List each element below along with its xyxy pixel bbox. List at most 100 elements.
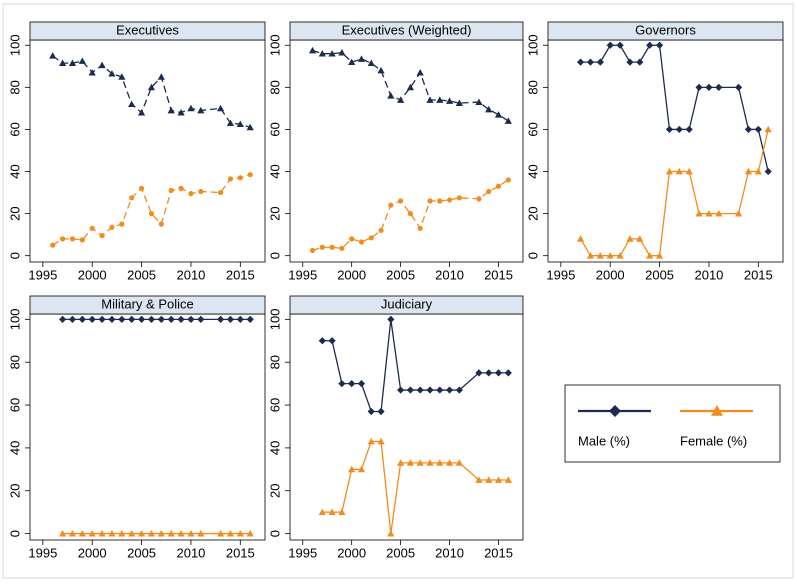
data-point [88, 69, 96, 76]
data-point [328, 508, 336, 516]
data-point [445, 97, 454, 104]
data-point [89, 225, 95, 231]
title-bar [29, 21, 266, 41]
y-tick-label: 80 [525, 80, 540, 94]
data-point [108, 315, 116, 323]
x-tick-label: 2000 [337, 545, 366, 560]
title-bar [289, 295, 524, 315]
panel-title: Governors [635, 22, 696, 37]
x-tick-label: 2015 [484, 267, 513, 282]
data-point [387, 529, 395, 537]
data-point [407, 211, 414, 217]
data-point [504, 476, 512, 483]
x-tick-label: 2010 [435, 267, 464, 282]
x-tick-label: 1995 [546, 267, 575, 282]
data-point [754, 125, 762, 134]
data-point [137, 529, 146, 537]
y-tick-label: 60 [7, 398, 22, 412]
data-point [217, 189, 224, 196]
data-point [367, 59, 375, 67]
data-point [197, 106, 205, 114]
data-point [445, 386, 454, 394]
data-point [495, 183, 502, 189]
data-point [88, 315, 96, 323]
data-point [147, 529, 156, 537]
x-tick-label: 2015 [226, 267, 255, 282]
data-point [357, 465, 366, 473]
data-point [367, 437, 375, 445]
data-point [505, 177, 511, 183]
series-line [312, 49, 509, 122]
data-point [436, 386, 444, 394]
data-point [246, 315, 254, 323]
data-point [338, 380, 346, 388]
data-point [416, 386, 424, 394]
data-point [455, 386, 463, 394]
data-point [68, 59, 77, 67]
data-point [338, 49, 346, 56]
data-point [475, 369, 483, 377]
data-point [328, 337, 336, 345]
plot-frame [289, 39, 524, 263]
data-point [78, 529, 86, 537]
data-point [437, 198, 443, 204]
data-point [168, 187, 174, 194]
data-point [715, 83, 723, 91]
data-point [348, 380, 356, 388]
data-point [357, 380, 366, 388]
data-point [606, 252, 614, 259]
x-tick-label: 2010 [176, 267, 205, 282]
x-tick-label: 2005 [127, 267, 156, 282]
data-point [715, 210, 723, 217]
data-point [416, 69, 424, 76]
legend-marker [609, 405, 621, 417]
data-point [197, 315, 205, 323]
y-tick-label: 20 [267, 483, 282, 497]
data-point [78, 315, 86, 323]
y-tick-label: 80 [267, 80, 282, 94]
data-point [338, 508, 346, 516]
y-tick-label: 40 [267, 441, 282, 455]
data-point [226, 315, 235, 323]
data-point [177, 108, 185, 116]
data-point [377, 437, 385, 445]
data-point [494, 369, 503, 377]
data-point [754, 167, 762, 175]
data-point [357, 55, 366, 62]
data-point [596, 58, 604, 66]
data-point [216, 315, 225, 323]
legend-box [564, 384, 781, 463]
data-point [58, 315, 67, 323]
data-point [59, 236, 66, 242]
data-point [108, 529, 116, 537]
data-point [167, 315, 175, 323]
y-tick-label: 0 [267, 530, 282, 537]
data-point [397, 386, 405, 394]
data-point [586, 252, 595, 259]
data-point [436, 459, 444, 466]
data-point [308, 46, 317, 54]
y-tick-label: 0 [267, 252, 282, 259]
data-point [576, 58, 585, 66]
data-point [764, 125, 772, 133]
y-tick-label: 0 [7, 530, 22, 537]
data-point [485, 105, 493, 113]
x-tick-label: 2015 [226, 545, 255, 560]
data-point [734, 210, 743, 217]
data-point [348, 58, 356, 65]
x-tick-label: 2015 [744, 267, 773, 282]
data-point [655, 252, 664, 259]
panel-title: Military & Police [101, 296, 193, 311]
data-point [58, 529, 67, 537]
legend-label: Male (%) [578, 433, 630, 448]
data-point [606, 41, 614, 49]
data-point [685, 167, 693, 175]
data-point [616, 41, 624, 49]
y-tick-label: 40 [525, 164, 540, 178]
title-bar [29, 295, 266, 315]
data-point [128, 100, 136, 108]
data-point [216, 529, 225, 537]
data-point [398, 198, 404, 204]
data-point [494, 111, 503, 118]
data-point [744, 167, 753, 175]
